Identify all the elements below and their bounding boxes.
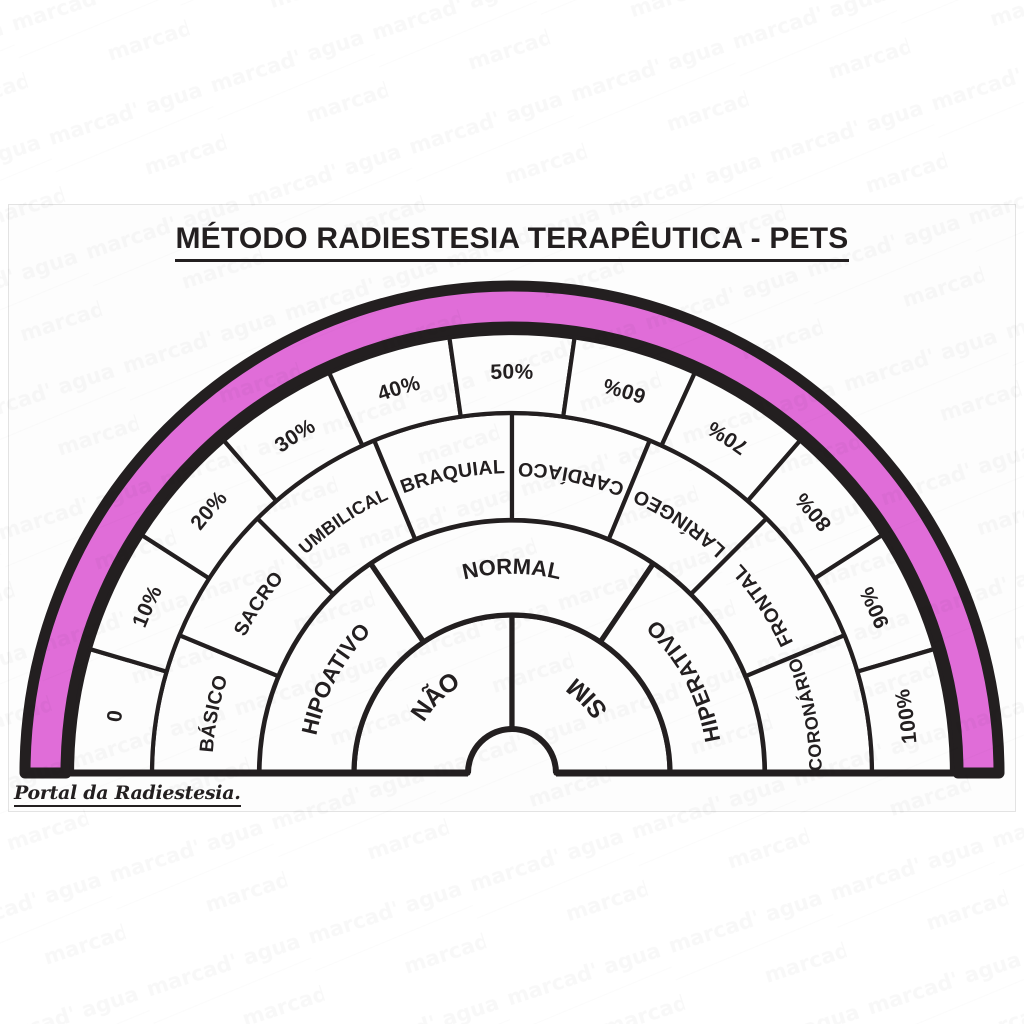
page-title-text: MÉTODO RADIESTESIA TERAPÊUTICA - PETS — [175, 222, 849, 262]
sector-label: 50% — [490, 360, 534, 384]
sector-label-text: 50% — [490, 360, 534, 384]
page-title: MÉTODO RADIESTESIA TERAPÊUTICA - PETS — [0, 222, 1024, 262]
brand-credit: Portal da Radiestesia. — [14, 782, 241, 807]
